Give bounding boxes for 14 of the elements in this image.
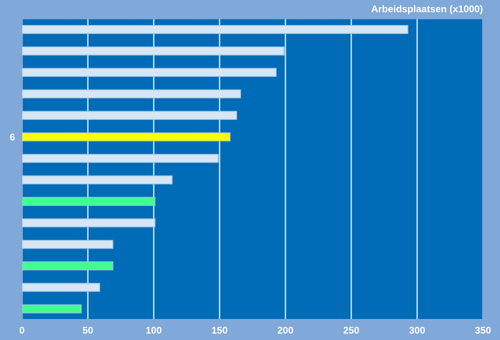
x-tick-label: 200: [278, 326, 294, 334]
x-tick-label: 0: [20, 326, 24, 334]
y-tick-label: 6: [10, 134, 15, 141]
x-tick-label: 100: [146, 326, 162, 334]
x-tick-label: 50: [82, 326, 93, 334]
x-tick-label: 150: [212, 326, 228, 334]
x-tick-label: 300: [409, 326, 425, 334]
x-tick-label: 250: [344, 326, 359, 334]
x-axis-title: Arbeidsplaatsen (x1000): [371, 5, 483, 14]
x-tick-label: 350: [475, 326, 491, 334]
bar: [22, 261, 114, 270]
bar: [22, 196, 156, 206]
bar: [22, 304, 82, 314]
bar: [22, 132, 231, 142]
